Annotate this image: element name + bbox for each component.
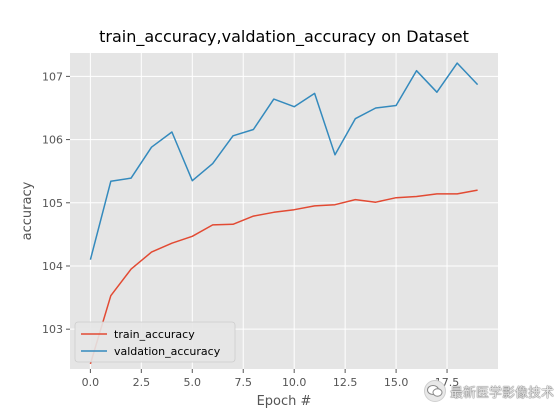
series-line-train-accuracy bbox=[89, 189, 478, 365]
y-tick-label: 104 bbox=[42, 260, 63, 273]
x-tick-label: 7.5 bbox=[234, 376, 252, 389]
x-tick-label: 2.5 bbox=[133, 376, 151, 389]
legend-box bbox=[74, 321, 236, 363]
y-tick-label: 105 bbox=[42, 197, 63, 210]
watermark-text: 最新医学影像技术 bbox=[450, 385, 554, 401]
series-line-valdation-accuracy bbox=[89, 62, 479, 260]
watermark: 最新医学影像技术 bbox=[424, 380, 554, 402]
legend: train_accuracy valdation_accuracy bbox=[74, 321, 236, 363]
y-axis: 103 104 105 106 107 bbox=[42, 70, 70, 336]
y-tick-label: 107 bbox=[42, 70, 63, 83]
x-tick-label: 10.0 bbox=[282, 376, 307, 389]
series-lines bbox=[89, 62, 479, 365]
y-tick-label: 103 bbox=[42, 323, 63, 336]
chart-title: train_accuracy,valdation_accuracy on Dat… bbox=[99, 27, 469, 47]
x-tick-label: 12.5 bbox=[333, 376, 358, 389]
x-tick-label: 0.0 bbox=[82, 376, 100, 389]
y-axis-label: accuracy bbox=[20, 181, 35, 240]
wechat-icon bbox=[424, 380, 446, 402]
legend-label: train_accuracy bbox=[114, 328, 195, 341]
legend-label: valdation_accuracy bbox=[114, 345, 221, 358]
x-tick-label: 5.0 bbox=[184, 376, 202, 389]
x-axis-label: Epoch # bbox=[257, 394, 312, 409]
y-tick-label: 106 bbox=[42, 134, 63, 147]
x-axis: 0.0 2.5 5.0 7.5 10.0 12.5 15.0 17.5 bbox=[82, 369, 459, 389]
x-tick-label: 15.0 bbox=[384, 376, 409, 389]
